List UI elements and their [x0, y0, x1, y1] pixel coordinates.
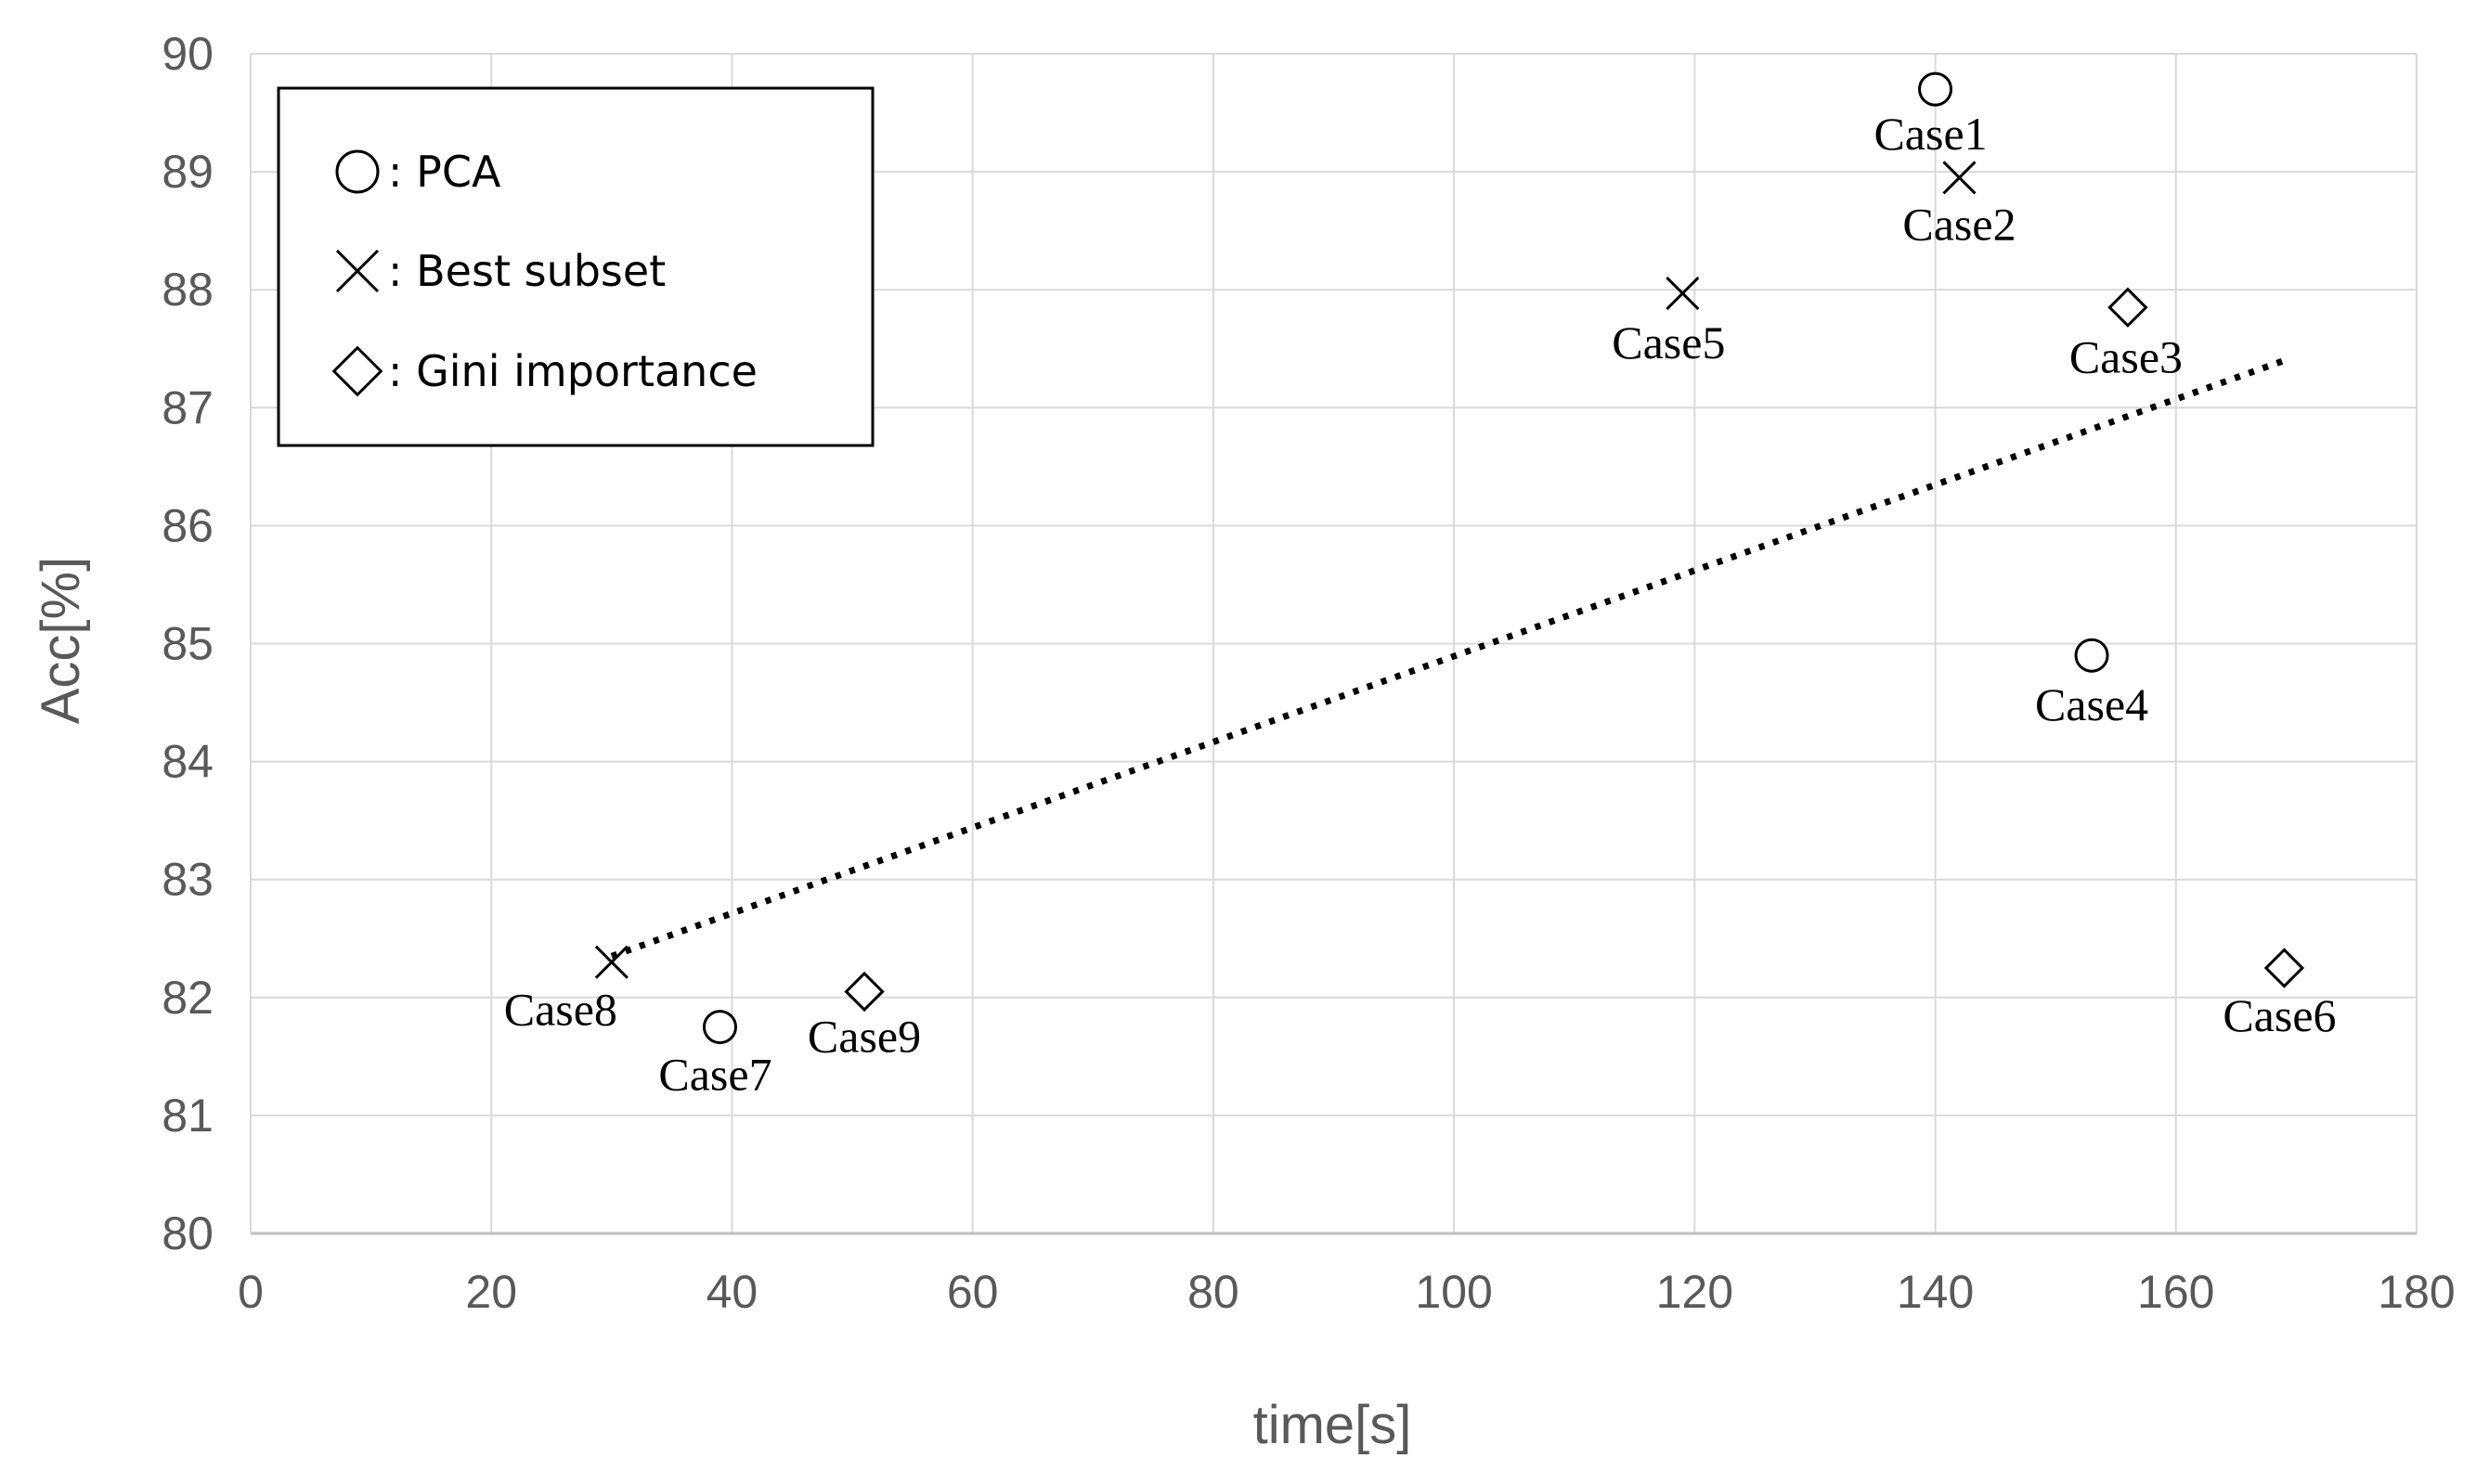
y-tick-label: 89	[162, 146, 214, 198]
point-label: Case4	[2035, 678, 2148, 730]
y-tick-label: 85	[162, 618, 214, 670]
point-diamond-marker	[2107, 287, 2148, 328]
trendline	[610, 357, 2286, 960]
trendline-dotted	[610, 357, 2286, 960]
data-points: Case1 Case2 Case3 Case4 Case5 Case6 Case7 Case8…	[504, 71, 2337, 1101]
y-tick-labels: 80 81 82 83 84 85 86 87 88 89 90	[162, 28, 214, 1259]
point-diamond-marker	[844, 971, 885, 1013]
y-tick-label: 86	[162, 499, 214, 551]
point-label: Case5	[1612, 316, 1725, 368]
point-label: Case2	[1902, 198, 2016, 250]
point-label: Case9	[808, 1010, 921, 1062]
y-tick-label: 88	[162, 264, 214, 316]
x-tick-label: 0	[238, 1266, 264, 1318]
legend-label: : Best subset	[388, 246, 666, 296]
legend-label: : Gini importance	[388, 346, 758, 396]
y-tick-label: 90	[162, 28, 214, 80]
x-tick-label: 20	[465, 1266, 517, 1318]
x-tick-label: 120	[1656, 1266, 1733, 1318]
x-tick-label: 80	[1187, 1266, 1239, 1318]
legend-circle-icon	[335, 149, 380, 194]
y-tick-label: 82	[162, 972, 214, 1024]
point-x-marker	[1666, 276, 1700, 311]
y-axis-title: Acc[%]	[31, 557, 91, 725]
x-tick-label: 60	[947, 1266, 999, 1318]
point-diamond-marker	[2263, 948, 2305, 988]
point-circle-marker	[2074, 638, 2109, 673]
legend-x-icon	[335, 249, 380, 293]
point-circle-marker	[702, 1010, 737, 1045]
x-tick-label: 160	[2137, 1266, 2214, 1318]
legend-diamond-icon	[331, 345, 383, 397]
point-x-marker	[594, 945, 629, 979]
point-label: Case7	[658, 1049, 771, 1101]
point-label: Case8	[504, 984, 617, 1036]
legend-label: : PCA	[388, 147, 501, 197]
x-tick-labels: 0 20 40 60 80 100 120 140 160 180	[238, 1266, 2456, 1318]
y-tick-label: 84	[162, 736, 214, 788]
point-label: Case1	[1873, 108, 1987, 160]
x-tick-label: 100	[1415, 1266, 1492, 1318]
x-tick-label: 140	[1897, 1266, 1974, 1318]
x-axis-title: time[s]	[1253, 1395, 1412, 1455]
y-tick-label: 80	[162, 1207, 214, 1259]
y-tick-label: 87	[162, 381, 214, 433]
point-label: Case6	[2223, 989, 2336, 1041]
x-tick-label: 40	[707, 1266, 758, 1318]
legend: : PCA : Best subset : Gini importance	[277, 86, 875, 447]
x-tick-label: 180	[2378, 1266, 2455, 1318]
y-tick-label: 83	[162, 854, 214, 906]
point-circle-marker	[1918, 71, 1953, 107]
axes	[250, 54, 2417, 1235]
legend-box	[277, 86, 875, 447]
point-label: Case3	[2069, 330, 2183, 382]
y-tick-label: 81	[162, 1090, 214, 1142]
point-x-marker	[1942, 161, 1977, 195]
